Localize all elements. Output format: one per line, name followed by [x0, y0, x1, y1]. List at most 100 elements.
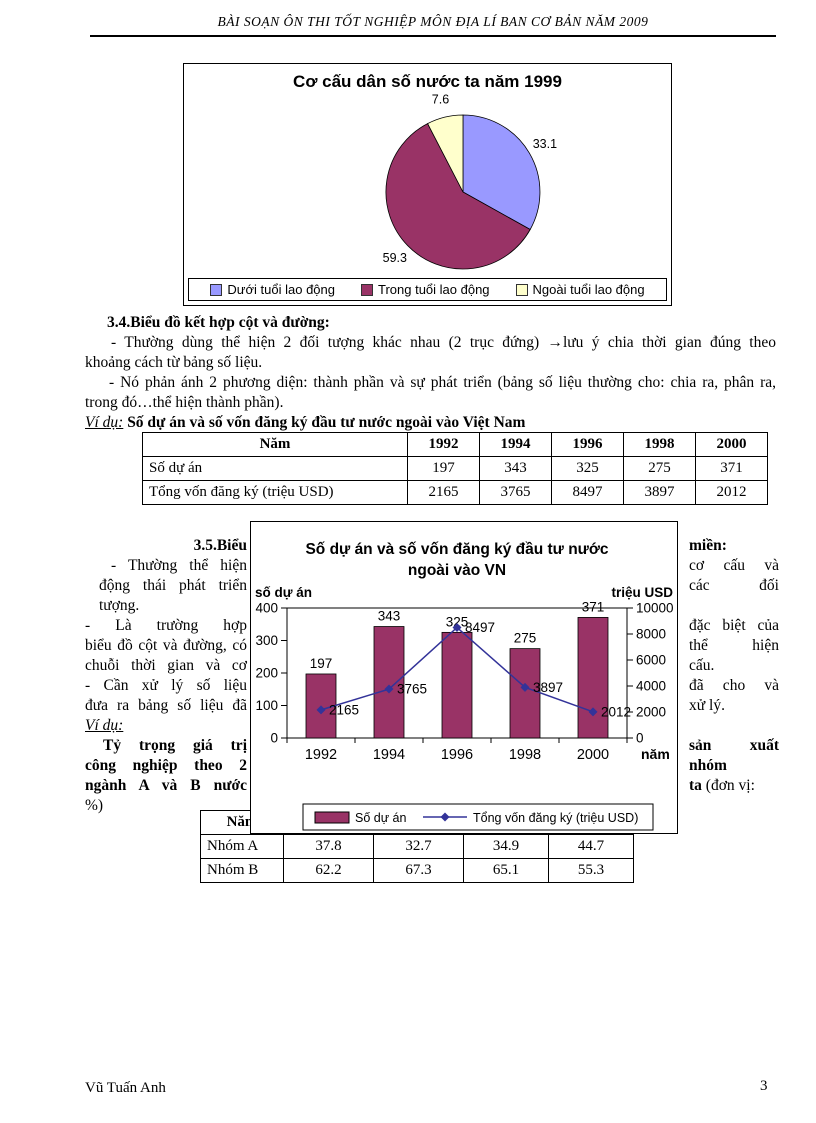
legend-item: Dưới tuổi lao động: [210, 282, 335, 297]
table-cell: 67.3: [373, 858, 464, 883]
header-title: BÀI SOẠN ÔN THI TỐT NGHIỆP MÔN ĐỊA LÍ BA…: [217, 14, 649, 29]
line-marker-icon: [384, 684, 394, 694]
legend-label: Trong tuổi lao động: [378, 282, 490, 297]
pie-data-label: 59.3: [383, 251, 407, 265]
section-3-5-right-text: miền: cơ cấu và các đối đặc biệt của thể hi…: [689, 536, 779, 816]
legend-bar-swatch-icon: [314, 811, 350, 824]
table-row: Số dự án 197 343 325 275 371: [142, 456, 768, 481]
text-line: 3.5.Biểu: [193, 537, 247, 554]
legend-label: Ngoài tuổi lao động: [532, 282, 645, 297]
legend-label: Tổng vốn đăng ký (triệu USD): [473, 811, 638, 825]
right-axis-tick-label: 6000: [636, 653, 666, 668]
row-label-cell: Số dự án: [142, 456, 408, 481]
text-line: cơ cấu và: [689, 557, 779, 574]
text-line: nhóm: [689, 757, 727, 774]
legend-item: Ngoài tuổi lao động: [515, 282, 645, 297]
text-fragment: ta: [689, 777, 706, 794]
table-cell: 275: [623, 456, 696, 481]
combo-chart-panel: Số dự án và số vốn đăng ký đầu tư nước ng…: [250, 521, 678, 834]
table-cell: 3897: [623, 480, 696, 505]
table-cell: 32.7: [373, 834, 464, 859]
text-line: - Thường thể hiện: [111, 557, 247, 574]
text-line: [689, 716, 779, 736]
text-line: Ví dụ:: [85, 717, 124, 734]
table-cell: 44.7: [548, 834, 634, 859]
bar-data-label: 197: [310, 656, 333, 671]
text-line: sản xuất: [689, 737, 779, 754]
pie-chart-svg: 33.1 59.3 7.6: [383, 93, 557, 270]
combo-chart-title: Số dự án và số vốn đăng ký đầu tư nước: [305, 541, 608, 558]
line-data-label: 3765: [397, 682, 427, 697]
text-line: miền:: [689, 537, 727, 554]
table-cell: 55.3: [548, 858, 634, 883]
table-header-cell: 1992: [407, 432, 480, 457]
pie-slice: [427, 114, 464, 193]
x-axis-label: 2000: [577, 747, 609, 763]
text-line: [689, 796, 779, 816]
text-line: các đối: [689, 577, 779, 594]
bar-data-label: 371: [582, 599, 605, 614]
pie-data-label: 33.1: [533, 137, 557, 151]
table-header-cell: 1998: [623, 432, 696, 457]
text-line: - Cần xử lý số liệu: [85, 677, 247, 694]
text-line: cấu.: [689, 657, 715, 674]
legend-item: Trong tuổi lao động: [361, 282, 490, 297]
legend-label: Số dự án: [355, 811, 407, 825]
table-cell: 2012: [695, 480, 768, 505]
line-data-label: 3897: [533, 680, 563, 695]
left-axis-tick-label: 200: [255, 666, 278, 681]
table-cell: 3765: [479, 480, 552, 505]
bar-data-label: 343: [378, 609, 401, 624]
right-axis-tick-label: 4000: [636, 679, 666, 694]
combo-chart-svg: Số dự án và số vốn đăng ký đầu tư nước ng…: [255, 541, 674, 831]
bar: [441, 631, 473, 739]
left-axis-tick-label: 300: [255, 633, 278, 648]
text-line: xử lý.: [689, 697, 725, 714]
text-line: khoảng cách từ bảng số liệu.: [85, 354, 263, 371]
pie-chart-title: Cơ cấu dân số nước ta năm 1999: [293, 72, 562, 91]
legend-label: Dưới tuổi lao động: [227, 282, 335, 297]
text-line: công nghiệp theo 2: [85, 757, 247, 774]
table-header-cell: 1994: [479, 432, 552, 457]
x-axis-label: 1992: [305, 747, 337, 763]
table-cell: 34.9: [463, 834, 549, 859]
right-axis-tick-label: 10000: [636, 601, 674, 616]
table-cell: 65.1: [463, 858, 549, 883]
example-title: Số dự án và số vốn đăng ký đầu tư nước n…: [123, 414, 526, 431]
table-header-cell: 2000: [695, 432, 768, 457]
x-axis-label: 1996: [441, 747, 473, 763]
table: Năm 1992 1994 1996 1998 2000 Số dự án 197 343 325…: [142, 432, 768, 505]
x-axis-label: 1998: [509, 747, 541, 763]
section-3-4-text: 3.4.Biểu đồ kết hợp cột và đường: - Thườn…: [85, 313, 776, 413]
text-line: trong đó…thể hiện thành phần).: [85, 394, 284, 411]
text-line: [689, 596, 779, 616]
table-header-cell: 1996: [551, 432, 624, 457]
footer-page-number: 3: [760, 1078, 768, 1094]
line-marker-icon: [452, 623, 462, 633]
table-cell: 325: [551, 456, 624, 481]
bar-data-label: 325: [446, 614, 469, 629]
section-3-5-left-text: 3.5.Biểu - Thường thể hiện động thái phát …: [85, 536, 247, 816]
table-cell: 343: [479, 456, 552, 481]
combo-legend-box: [302, 803, 654, 831]
text-line: 3.4.Biểu đồ kết hợp cột và đường:: [107, 314, 330, 331]
text-line: thể hiện: [689, 637, 779, 654]
line-data-label: 2012: [601, 704, 631, 719]
left-axis-title: số dự án: [255, 585, 312, 600]
right-axis-tick-label: 0: [636, 731, 644, 746]
table-cell: 197: [407, 456, 480, 481]
table-row: Nhóm B 62.2 67.3 65.1 55.3: [200, 858, 634, 883]
text-fragment: (đơn vị:: [705, 777, 755, 794]
row-label-cell: Nhóm A: [200, 834, 284, 859]
text-line: %): [85, 797, 104, 814]
text-line: đưa ra bảng số liệu đã: [85, 697, 247, 714]
bar-data-label: 275: [514, 631, 537, 646]
table-cell: 62.2: [283, 858, 374, 883]
line-marker-icon: [588, 707, 598, 717]
left-axis-tick-label: 400: [255, 601, 278, 616]
line-data-label: 2165: [329, 702, 359, 717]
right-axis-title: triệu USD: [611, 585, 673, 600]
table-cell: 2165: [407, 480, 480, 505]
table-cell: 37.8: [283, 834, 374, 859]
pie-slice: [385, 123, 531, 270]
